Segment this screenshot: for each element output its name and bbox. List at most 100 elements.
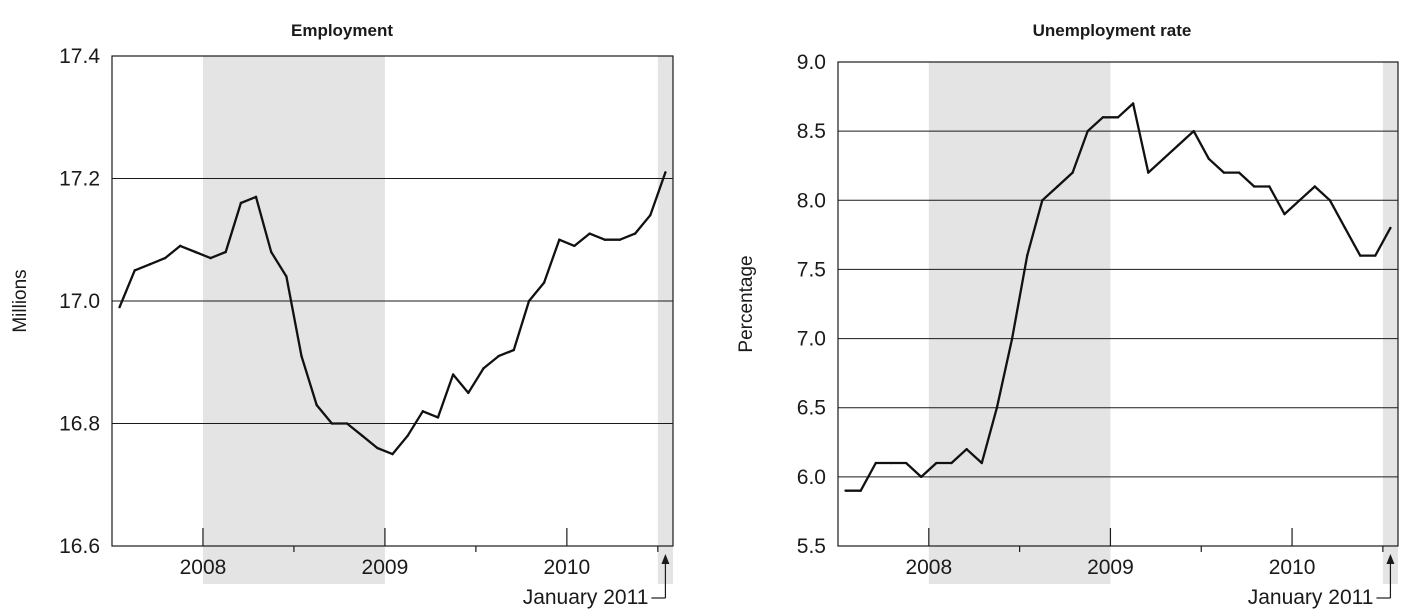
data-point (254, 195, 258, 199)
data-point (1343, 226, 1347, 230)
chart-title: Employment (291, 21, 393, 40)
y-axis-label: Millions (10, 269, 31, 332)
data-point (300, 354, 303, 358)
data-point (1237, 171, 1241, 174)
annotation-label: January 2011 (523, 586, 649, 609)
plot-frame (837, 61, 1399, 547)
data-point (1101, 116, 1105, 119)
data-point (633, 232, 637, 235)
data-point (1328, 199, 1332, 202)
x-tick-label: 2008 (905, 556, 952, 579)
x-tick-label: 2010 (544, 556, 591, 579)
data-point (558, 238, 561, 241)
y-tick-label: 9.0 (797, 51, 826, 74)
y-tick-label: 7.0 (797, 328, 826, 351)
data-point (179, 244, 182, 248)
data-point (285, 275, 288, 278)
data-point (844, 489, 847, 492)
data-point (1313, 185, 1316, 188)
data-point (1010, 337, 1014, 340)
data-point (133, 269, 136, 272)
data-point (1268, 185, 1271, 188)
data-point (859, 489, 862, 492)
shaded-period-2 (1382, 62, 1398, 584)
data-point (573, 244, 576, 248)
data-point (950, 461, 953, 465)
data-point (542, 281, 546, 284)
y-tick-label: 6.0 (797, 466, 826, 489)
data-point (330, 422, 334, 425)
data-point (467, 391, 470, 395)
data-point (1086, 129, 1089, 133)
data-point (1162, 157, 1165, 160)
data-point (270, 250, 273, 254)
data-point (1147, 171, 1150, 174)
y-tick-label: 6.5 (797, 397, 826, 420)
data-point (1389, 226, 1392, 230)
data-point (603, 238, 606, 241)
chart-panel-1: 16.6 16.8 17.0 17.2 17.4 2008 2009 2010 Employme… (10, 21, 674, 609)
data-point (1025, 254, 1029, 257)
data-point (376, 446, 379, 450)
data-point (224, 250, 227, 254)
data-point (1071, 171, 1074, 174)
data-point (345, 422, 349, 425)
data-point (1358, 254, 1362, 257)
x-tick-label: 2010 (1269, 556, 1316, 579)
data-point (618, 238, 622, 241)
data-point (391, 452, 394, 456)
y-tick-label: 16.8 (59, 413, 100, 436)
annotation-label: January 2011 (1248, 586, 1374, 609)
data-point (512, 348, 515, 352)
data-point (451, 373, 455, 376)
y-tick-label: 17.0 (59, 290, 100, 313)
data-point (436, 416, 440, 419)
data-point (1298, 199, 1301, 202)
data-point (904, 461, 908, 465)
data-point (1253, 185, 1256, 188)
data-point (1131, 102, 1135, 105)
data-point (315, 403, 318, 407)
plot-frame (111, 55, 674, 547)
data-point (889, 461, 893, 465)
y-tick-label: 8.5 (797, 120, 826, 143)
data-point (1207, 157, 1211, 160)
data-point (995, 406, 999, 409)
x-tick-label: 2009 (1087, 556, 1134, 579)
data-point (1192, 129, 1195, 133)
data-point (1041, 199, 1044, 202)
data-point (664, 171, 667, 174)
data-point (980, 461, 983, 465)
y-tick-label: 5.5 (797, 535, 826, 558)
data-point (1374, 254, 1377, 257)
series-line (845, 102, 1392, 492)
y-tick-label: 7.5 (797, 258, 826, 281)
data-point (1056, 185, 1059, 188)
data-point (421, 410, 425, 413)
data-point (1283, 212, 1286, 216)
series-line (118, 172, 667, 456)
annotation-arrowhead (1386, 554, 1395, 564)
chart-panel-2: 5.5 6.0 6.5 7.0 7.5 8.0 8.5 9.0 2008 2009 2010 Unem… (736, 21, 1399, 609)
data-point (482, 367, 485, 370)
y-axis-label: Percentage (736, 255, 757, 352)
y-tick-label: 17.2 (59, 168, 100, 191)
data-point (148, 263, 152, 266)
data-point (497, 354, 500, 358)
shaded-period-2 (657, 56, 673, 584)
data-point (588, 232, 591, 235)
data-point (649, 214, 652, 217)
data-point (1177, 143, 1180, 147)
y-tick-label: 17.4 (59, 45, 100, 68)
data-point (406, 434, 409, 437)
data-point (360, 434, 364, 437)
x-tick-label: 2009 (362, 556, 409, 579)
data-point (194, 250, 197, 254)
chart-title: Unemployment rate (1033, 21, 1192, 40)
data-point (163, 256, 167, 260)
y-tick-label: 8.0 (797, 189, 826, 212)
data-point (118, 305, 121, 309)
data-point (239, 201, 243, 205)
data-point (1116, 116, 1120, 119)
